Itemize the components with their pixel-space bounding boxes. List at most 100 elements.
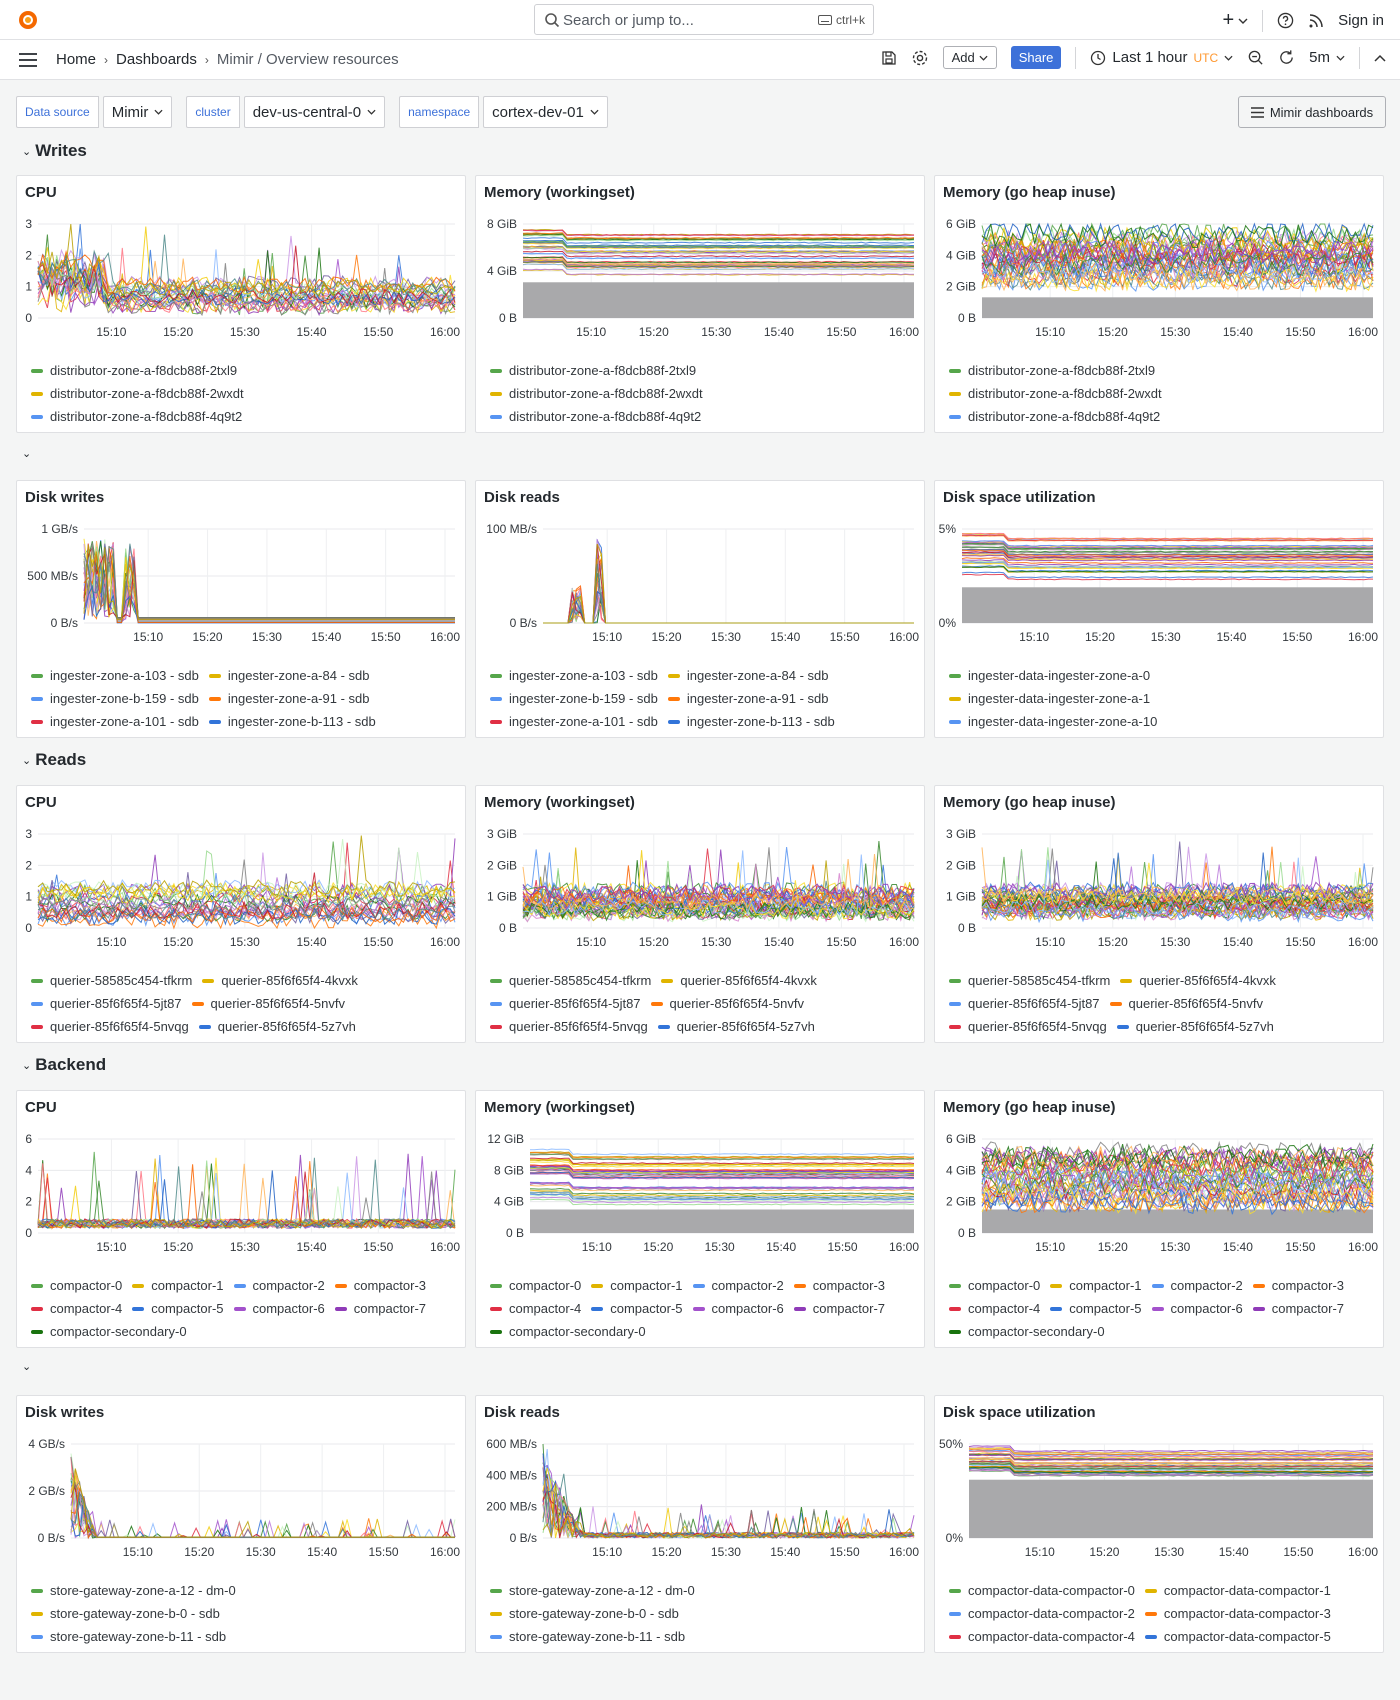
legend-item[interactable]: ingester-zone-a-101 - sdb <box>31 713 199 730</box>
legend-item[interactable]: compactor-data-compactor-3 <box>1144 1605 1331 1622</box>
legend-item[interactable]: compactor-4 <box>31 1300 122 1317</box>
legend-item[interactable]: distributor-zone-a-f8dcb88f-2txl9 <box>949 362 1379 379</box>
legend-item[interactable]: querier-85f6f65f4-5jt87 <box>490 995 641 1012</box>
legend-item[interactable]: ingester-zone-b-113 - sdb <box>667 713 835 730</box>
legend-item[interactable]: ingester-zone-b-159 - sdb <box>31 690 199 707</box>
legend-item[interactable]: store-gateway-zone-b-11 - sdb <box>31 1628 461 1645</box>
legend-item[interactable]: compactor-1 <box>591 1277 683 1294</box>
add-button[interactable]: Add <box>942 46 997 69</box>
panel-plot[interactable]: 6 4 2 0 15:10 15:20 15:30 15:40 15:50 16:00 <box>17 1121 467 1271</box>
legend-item[interactable]: querier-85f6f65f4-5nvqg <box>31 1018 189 1035</box>
breadcrumb-dashboards[interactable]: Dashboards <box>116 51 197 68</box>
row-header-backend[interactable]: ⌄ Backend <box>22 1055 107 1074</box>
legend-item[interactable]: querier-85f6f65f4-5jt87 <box>949 995 1100 1012</box>
legend-item[interactable]: compactor-5 <box>591 1300 683 1317</box>
legend-item[interactable]: compactor-0 <box>949 1277 1040 1294</box>
legend-item[interactable]: compactor-2 <box>233 1277 325 1294</box>
legend-item[interactable]: querier-85f6f65f4-5z7vh <box>198 1018 356 1035</box>
panel[interactable]: Memory (workingset) 3 GiB 2 GiB 1 GiB 0 B 15:… <box>475 785 925 1043</box>
panel-plot[interactable]: 1 GB/s 500 MB/s 0 B/s 15:10 15:20 15:30 15:40 1… <box>17 511 467 661</box>
legend-item[interactable]: ingester-data-ingester-zone-a-1 <box>949 690 1379 707</box>
chevron-up-icon[interactable] <box>1374 54 1386 62</box>
legend-item[interactable]: querier-85f6f65f4-5jt87 <box>31 995 182 1012</box>
panel-plot[interactable]: 4 GB/s 2 GB/s 0 B/s 15:10 15:20 15:30 15:40 15:… <box>17 1426 467 1576</box>
legend-item[interactable]: store-gateway-zone-b-0 - sdb <box>31 1605 461 1622</box>
panel[interactable]: Disk space utilization 5% 0% 15:10 15:20 15:3… <box>934 480 1384 738</box>
legend-item[interactable]: ingester-data-ingester-zone-a-10 <box>949 713 1379 730</box>
legend-item[interactable]: store-gateway-zone-b-11 - sdb <box>490 1628 920 1645</box>
legend-item[interactable]: compactor-secondary-0 <box>490 1323 646 1340</box>
legend-item[interactable]: distributor-zone-a-f8dcb88f-4q9t2 <box>31 408 461 425</box>
mimir-dashboards-button[interactable]: Mimir dashboards <box>1238 96 1386 128</box>
legend-item[interactable]: querier-85f6f65f4-5nvfv <box>650 995 804 1012</box>
legend-item[interactable]: ingester-zone-a-91 - sdb <box>667 690 829 707</box>
legend-item[interactable]: compactor-5 <box>132 1300 224 1317</box>
legend-item[interactable]: querier-85f6f65f4-4kvxk <box>1120 972 1276 989</box>
legend-item[interactable]: compactor-data-compactor-5 <box>1144 1628 1331 1645</box>
legend-item[interactable]: store-gateway-zone-b-0 - sdb <box>490 1605 920 1622</box>
menu-hamburger-icon[interactable] <box>18 52 38 68</box>
refresh-icon[interactable] <box>1278 49 1295 66</box>
panel-plot[interactable]: 100 MB/s 0 B/s 15:10 15:20 15:30 15:40 15:50 16… <box>476 511 926 661</box>
cluster-select[interactable]: dev-us-central-0 <box>243 96 386 128</box>
legend-item[interactable]: ingester-zone-a-101 - sdb <box>490 713 658 730</box>
row-header-writes[interactable]: ⌄ Writes <box>22 141 87 160</box>
legend-item[interactable]: ingester-zone-a-103 - sdb <box>490 667 658 684</box>
legend-item[interactable]: compactor-secondary-0 <box>949 1323 1105 1340</box>
time-range-picker[interactable]: Last 1 hour UTC <box>1090 49 1233 66</box>
panel[interactable]: Memory (go heap inuse) 3 GiB 2 GiB 1 GiB 0 B… <box>934 785 1384 1043</box>
panel[interactable]: Disk writes 4 GB/s 2 GB/s 0 B/s 15:10 15:20 15… <box>16 1395 466 1653</box>
legend-item[interactable]: querier-85f6f65f4-5nvqg <box>490 1018 648 1035</box>
row-header-collapse[interactable]: ⌄ <box>22 447 31 460</box>
legend-item[interactable]: compactor-2 <box>1151 1277 1243 1294</box>
legend-item[interactable]: querier-58585c454-tfkrm <box>31 972 192 989</box>
panel-plot[interactable]: 8 GiB 4 GiB 0 B 15:10 15:20 15:30 15:40 15:50 16… <box>476 206 926 356</box>
legend-item[interactable]: compactor-7 <box>793 1300 885 1317</box>
settings-gear-icon[interactable] <box>911 49 929 67</box>
legend-item[interactable]: distributor-zone-a-f8dcb88f-2txl9 <box>490 362 920 379</box>
legend-item[interactable]: compactor-3 <box>1252 1277 1344 1294</box>
panel[interactable]: Memory (go heap inuse) 6 GiB 4 GiB 2 GiB 0 B… <box>934 175 1384 433</box>
legend-item[interactable]: ingester-zone-a-91 - sdb <box>208 690 370 707</box>
legend-item[interactable]: compactor-7 <box>1252 1300 1344 1317</box>
legend-item[interactable]: compactor-4 <box>949 1300 1040 1317</box>
legend-item[interactable]: compactor-secondary-0 <box>31 1323 187 1340</box>
legend-item[interactable]: compactor-data-compactor-1 <box>1144 1582 1331 1599</box>
panel[interactable]: Memory (workingset) 12 GiB 8 GiB 4 GiB 0 B 15… <box>475 1090 925 1348</box>
panel-plot[interactable]: 3 GiB 2 GiB 1 GiB 0 B 15:10 15:20 15:30 15:40 15… <box>476 816 926 966</box>
panel[interactable]: Disk reads 600 MB/s 400 MB/s 200 MB/s 0 B/s 1… <box>475 1395 925 1653</box>
panel[interactable]: CPU 3 2 1 0 15:10 15:20 15:30 15:40 15:50 16:00 dis… <box>16 175 466 433</box>
panel[interactable]: Disk reads 100 MB/s 0 B/s 15:10 15:20 15:30 15… <box>475 480 925 738</box>
panel[interactable]: Disk space utilization 50% 0% 15:10 15:20 15:… <box>934 1395 1384 1653</box>
legend-item[interactable]: ingester-zone-a-84 - sdb <box>208 667 370 684</box>
panel-plot[interactable]: 3 GiB 2 GiB 1 GiB 0 B 15:10 15:20 15:30 15:40 15… <box>935 816 1385 966</box>
share-button[interactable]: Share <box>1010 46 1062 69</box>
panel-plot[interactable]: 600 MB/s 400 MB/s 200 MB/s 0 B/s 15:10 15:20 1… <box>476 1426 926 1576</box>
save-icon[interactable] <box>881 50 897 66</box>
new-menu-button[interactable]: + <box>1222 9 1248 32</box>
legend-item[interactable]: compactor-data-compactor-0 <box>949 1582 1135 1599</box>
legend-item[interactable]: querier-85f6f65f4-4kvxk <box>661 972 817 989</box>
legend-item[interactable]: compactor-6 <box>1151 1300 1243 1317</box>
legend-item[interactable]: compactor-1 <box>1050 1277 1142 1294</box>
help-icon[interactable] <box>1277 12 1294 29</box>
panel-plot[interactable]: 6 GiB 4 GiB 2 GiB 0 B 15:10 15:20 15:30 15:40 15… <box>935 1121 1385 1271</box>
legend-item[interactable]: distributor-zone-a-f8dcb88f-2wxdt <box>31 385 461 402</box>
panel-plot[interactable]: 3 2 1 0 15:10 15:20 15:30 15:40 15:50 16:00 <box>17 816 467 966</box>
legend-item[interactable]: compactor-4 <box>490 1300 581 1317</box>
zoom-out-icon[interactable] <box>1247 49 1264 66</box>
legend-item[interactable]: ingester-zone-b-113 - sdb <box>208 713 376 730</box>
legend-item[interactable]: ingester-zone-a-84 - sdb <box>667 667 829 684</box>
legend-item[interactable]: store-gateway-zone-a-12 - dm-0 <box>490 1582 920 1599</box>
legend-item[interactable]: distributor-zone-a-f8dcb88f-2wxdt <box>490 385 920 402</box>
legend-item[interactable]: compactor-0 <box>31 1277 122 1294</box>
legend-item[interactable]: ingester-data-ingester-zone-a-0 <box>949 667 1379 684</box>
panel[interactable]: Memory (workingset) 8 GiB 4 GiB 0 B 15:10 15:… <box>475 175 925 433</box>
panel[interactable]: CPU 6 4 2 0 15:10 15:20 15:30 15:40 15:50 16:00 com… <box>16 1090 466 1348</box>
search-input[interactable]: Search or jump to... ctrl+k <box>534 4 874 35</box>
legend-item[interactable]: querier-85f6f65f4-5z7vh <box>1116 1018 1274 1035</box>
legend-item[interactable]: distributor-zone-a-f8dcb88f-4q9t2 <box>949 408 1379 425</box>
legend-item[interactable]: distributor-zone-a-f8dcb88f-2txl9 <box>31 362 461 379</box>
legend-item[interactable]: compactor-3 <box>793 1277 885 1294</box>
legend-item[interactable]: querier-85f6f65f4-5nvfv <box>191 995 345 1012</box>
